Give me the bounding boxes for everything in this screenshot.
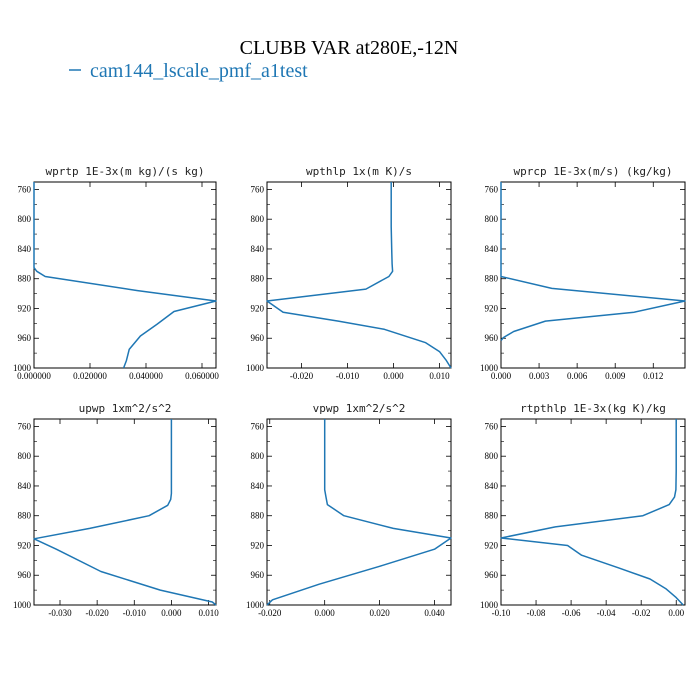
- y-tick-label: 1000: [246, 600, 265, 610]
- plot-frame: [266, 418, 452, 606]
- panel-1: wprtp 1E-3x(m kg)/(s kg) 0.000000 0.020000…: [13, 165, 219, 381]
- x-tick-label: -0.06: [562, 608, 581, 618]
- y-tick-label: 880: [485, 511, 499, 521]
- y-tick-label: 920: [251, 303, 265, 313]
- x-tick-label: 0.009: [605, 371, 626, 381]
- y-tick-label: 840: [485, 244, 499, 254]
- y-tick-label: 880: [18, 511, 32, 521]
- x-tick-label: 0.006: [567, 371, 588, 381]
- y-tick-label: 760: [485, 421, 499, 431]
- y-tick-label: 840: [18, 244, 32, 254]
- x-tick-label: -0.020: [290, 371, 314, 381]
- y-tick-label: 920: [485, 540, 499, 550]
- y-tick-label: 840: [18, 481, 32, 491]
- series-line-1: [33, 419, 217, 606]
- x-tick-label: -0.08: [527, 608, 546, 618]
- panel-5: vpwp 1xm^2/s^2 -0.020 0.000 0.020 0.040 760 80…: [246, 402, 452, 618]
- y-tick-label: 800: [485, 451, 499, 461]
- y-tick-label: 1000: [13, 600, 32, 610]
- y-tick-label: 1000: [13, 363, 32, 373]
- y-tick-label: 760: [251, 184, 265, 194]
- series-line-1: [500, 419, 684, 606]
- y-tick-label: 840: [251, 244, 265, 254]
- x-tick-label: 0.003: [529, 371, 550, 381]
- y-tick-label: 880: [251, 511, 265, 521]
- y-tick-label: 960: [251, 333, 265, 343]
- x-tick-label: -0.030: [48, 608, 72, 618]
- panel-title: wprcp 1E-3x(m/s) (kg/kg): [514, 165, 673, 178]
- panels-group: wprtp 1E-3x(m kg)/(s kg) 0.000000 0.020000…: [13, 165, 686, 618]
- y-tick-label: 880: [18, 274, 32, 284]
- y-tick-label: 800: [251, 451, 265, 461]
- x-tick-label: 0.000: [315, 608, 336, 618]
- plot-frame: [33, 418, 217, 606]
- y-tick-label: 760: [251, 421, 265, 431]
- x-tick-label: 0.040: [424, 608, 445, 618]
- panel-title: vpwp 1xm^2/s^2: [313, 402, 406, 415]
- y-tick-label: 920: [18, 540, 32, 550]
- y-tick-label: 960: [485, 570, 499, 580]
- x-tick-label: 0.020: [369, 608, 390, 618]
- plot-frame: [33, 181, 217, 369]
- y-tick-label: 920: [485, 303, 499, 313]
- x-tick-label: 0.000: [491, 371, 512, 381]
- plot-frame: [266, 181, 452, 369]
- y-tick-label: 1000: [480, 600, 499, 610]
- panel-title: wpthlp 1x(m K)/s: [306, 165, 412, 178]
- y-tick-label: 1000: [480, 363, 499, 373]
- plot-frame: [500, 181, 686, 369]
- x-tick-label: 0.012: [643, 371, 663, 381]
- x-tick-label: -0.02: [632, 608, 651, 618]
- panel-6: rtpthlp 1E-3x(kg K)/kg -0.10 -0.08 -0.06 -0.…: [480, 402, 686, 618]
- y-tick-label: 840: [251, 481, 265, 491]
- plot-frame: [500, 418, 686, 606]
- x-tick-label: -0.010: [336, 371, 360, 381]
- x-tick-label: -0.10: [492, 608, 511, 618]
- y-tick-label: 920: [18, 303, 32, 313]
- x-tick-label: 0.010: [429, 371, 450, 381]
- x-tick-label: -0.020: [86, 608, 110, 618]
- y-tick-label: 760: [18, 421, 32, 431]
- y-tick-label: 800: [251, 214, 265, 224]
- series-line-1: [500, 182, 686, 341]
- y-tick-label: 960: [485, 333, 499, 343]
- y-tick-label: 880: [485, 274, 499, 284]
- x-tick-label: -0.010: [123, 608, 147, 618]
- figure-title: CLUBB VAR at280E,-12N: [240, 37, 459, 59]
- y-tick-label: 760: [485, 184, 499, 194]
- series-line-1: [266, 419, 452, 606]
- x-tick-label: 0.040000: [129, 371, 163, 381]
- y-tick-label: 960: [18, 333, 32, 343]
- y-tick-label: 960: [251, 570, 265, 580]
- x-tick-label: 0.060000: [185, 371, 219, 381]
- x-tick-label: 0.00: [668, 608, 684, 618]
- x-tick-label: -0.04: [597, 608, 616, 618]
- panel-2: wpthlp 1x(m K)/s -0.020 -0.010 0.000 0.010 76…: [246, 165, 452, 381]
- x-tick-label: 0.020000: [73, 371, 107, 381]
- y-tick-label: 880: [251, 274, 265, 284]
- series-line-1: [266, 182, 452, 369]
- y-tick-label: 800: [485, 214, 499, 224]
- y-tick-label: 920: [251, 540, 265, 550]
- panel-title: upwp 1xm^2/s^2: [79, 402, 172, 415]
- y-tick-label: 1000: [246, 363, 265, 373]
- y-tick-label: 760: [18, 184, 32, 194]
- panel-title: rtpthlp 1E-3x(kg K)/kg: [520, 402, 666, 415]
- x-tick-label: -0.020: [258, 608, 282, 618]
- panel-4: upwp 1xm^2/s^2 -0.030 -0.020 -0.010 0.000 0.0…: [13, 402, 219, 618]
- x-tick-label: 0.010: [198, 608, 219, 618]
- y-tick-label: 800: [18, 214, 32, 224]
- y-tick-label: 800: [18, 451, 32, 461]
- panel-3: wprcp 1E-3x(m/s) (kg/kg) 0.000 0.003 0.006 0…: [480, 165, 686, 381]
- x-tick-label: 0.000: [161, 608, 182, 618]
- x-tick-label: 0.000: [383, 371, 404, 381]
- y-tick-label: 960: [18, 570, 32, 580]
- y-tick-label: 840: [485, 481, 499, 491]
- series-line-1: [33, 182, 217, 369]
- legend-label: cam144_lscale_pmf_a1test: [90, 60, 308, 82]
- x-tick-label: 0.000000: [17, 371, 51, 381]
- panel-title: wprtp 1E-3x(m kg)/(s kg): [46, 165, 205, 178]
